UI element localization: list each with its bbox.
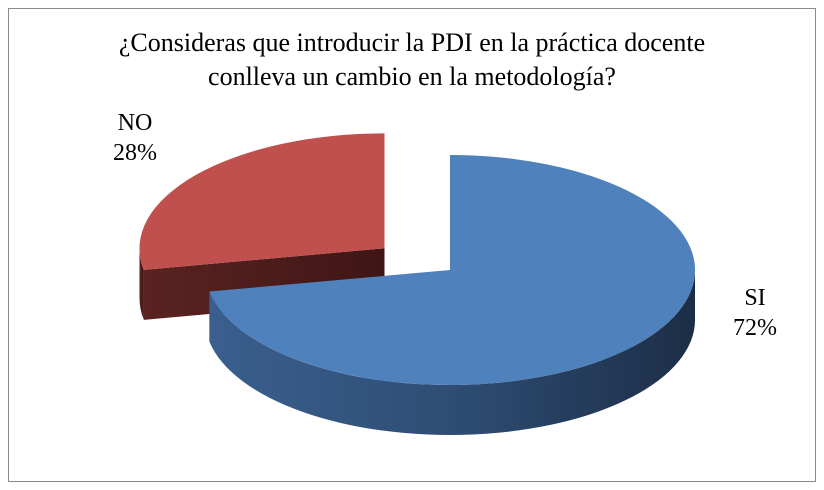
slice-category-label: NO — [118, 110, 153, 136]
slice-category-label: SI — [744, 285, 765, 311]
slice-value-label: 72% — [733, 315, 777, 341]
slice-wall — [209, 270, 695, 435]
slice-top — [209, 155, 696, 385]
pie-slice — [209, 155, 696, 435]
chart-title: ¿Consideras que introducir la PDI en la … — [118, 28, 706, 91]
slice-value-label: 28% — [113, 140, 157, 166]
slice-top — [139, 133, 385, 270]
slice-wall — [139, 248, 144, 320]
